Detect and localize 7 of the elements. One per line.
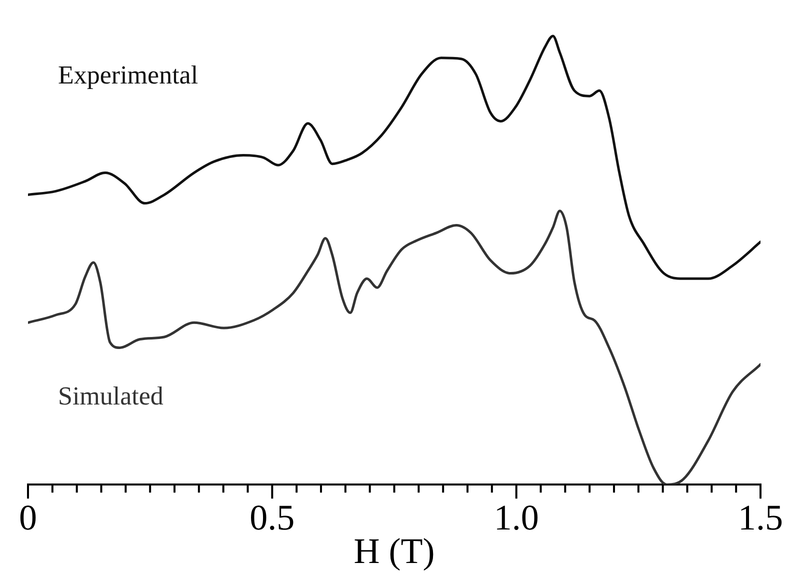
series-label: Simulated (58, 381, 164, 410)
x-tick-label: 1.0 (494, 498, 539, 538)
x-axis-title: H (T) (354, 530, 435, 571)
x-tick-label: 0 (19, 498, 37, 538)
x-tick-label: 1.5 (738, 498, 783, 538)
text: Experimental (58, 60, 198, 90)
x-tick-label: 0.5 (250, 498, 295, 538)
